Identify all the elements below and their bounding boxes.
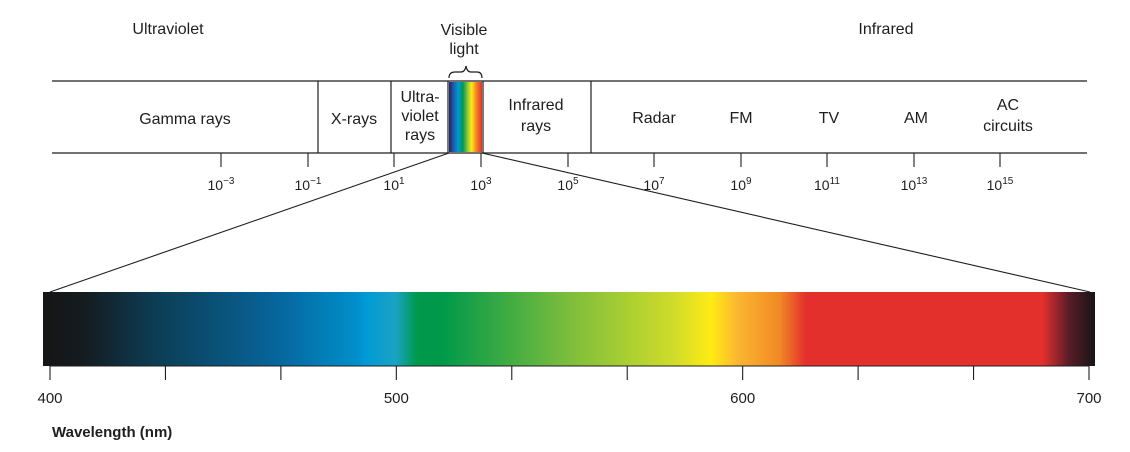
infrared-header: Infrared — [858, 21, 913, 38]
visible-spectrum-bar — [43, 292, 1095, 366]
wavelength-scale-ticks — [221, 153, 1000, 167]
band-fm: FM — [729, 110, 752, 127]
zoom-line-left — [50, 153, 449, 292]
wavelength-axis-labels: 400 500 600 700 — [37, 390, 1101, 407]
wavelength-tick-label: 600 — [730, 390, 755, 407]
wavelength-tick-label: 500 — [384, 390, 409, 407]
scale-tick-label: 10−1 — [295, 176, 322, 193]
band-gamma-rays: Gamma rays — [139, 111, 231, 128]
band-ac-circuits-line1: AC — [997, 97, 1019, 114]
ultraviolet-header: Ultraviolet — [132, 21, 204, 38]
band-ultraviolet-rays-line1: Ultra- — [400, 89, 439, 106]
band-ultraviolet-rays-line2: violet — [401, 108, 439, 125]
zoom-line-right — [482, 153, 1090, 292]
band-radar: Radar — [632, 110, 676, 127]
band-ac-circuits-line2: circuits — [983, 118, 1033, 135]
band-ultraviolet-rays-line3: rays — [405, 127, 435, 144]
scale-tick-label: 1011 — [814, 176, 840, 193]
scale-tick-label: 101 — [383, 176, 405, 193]
visible-light-header-line2: light — [449, 41, 479, 58]
visible-light-band — [449, 82, 482, 152]
scale-tick-label: 103 — [470, 176, 492, 193]
scale-tick-label: 1013 — [901, 176, 928, 193]
band-tv: TV — [819, 110, 840, 127]
scale-tick-label: 1015 — [987, 176, 1014, 193]
visible-light-header-line1: Visible — [441, 22, 488, 39]
band-infrared-rays-line2: rays — [521, 118, 551, 135]
wavelength-scale-labels: 10−3 10−1 101 103 105 107 109 1011 1013 1015 — [208, 176, 1014, 193]
band-am: AM — [904, 110, 928, 127]
wavelength-tick-label: 400 — [37, 390, 62, 407]
band-infrared-rays-line1: Infrared — [508, 97, 563, 114]
scale-tick-label: 10−3 — [208, 176, 235, 193]
visible-light-brace — [449, 66, 482, 78]
wavelength-axis-title: Wavelength (nm) — [52, 424, 172, 441]
wavelength-tick-label: 700 — [1076, 390, 1101, 407]
scale-tick-label: 105 — [557, 176, 579, 193]
scale-tick-label: 109 — [730, 176, 752, 193]
wavelength-axis-ticks — [50, 366, 1089, 380]
band-x-rays: X-rays — [331, 111, 377, 128]
